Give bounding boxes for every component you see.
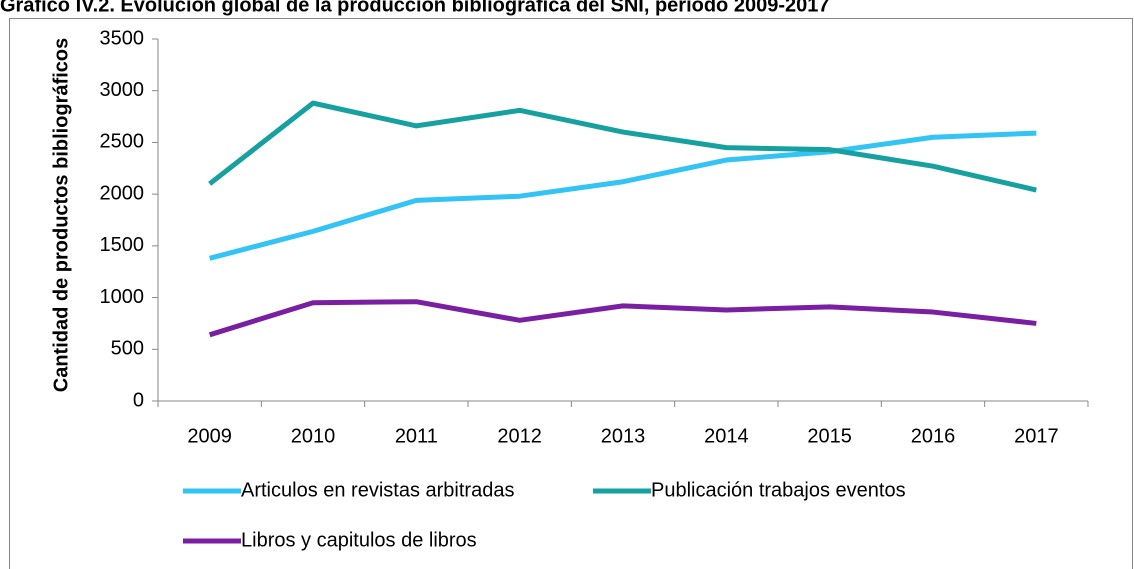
y-tick-label: 3000 — [100, 79, 145, 101]
legend-label: Publicación trabajos eventos — [651, 479, 906, 501]
x-tick-label: 2017 — [1014, 425, 1059, 447]
legend-label: Libros y capitulos de libros — [241, 529, 477, 551]
x-tick-label: 2009 — [187, 425, 232, 447]
y-axis-label: Cantidad de productos bibliográficos — [50, 38, 72, 392]
x-tick-label: 2010 — [291, 425, 336, 447]
x-tick-label: 2016 — [911, 425, 956, 447]
y-tick-label: 500 — [111, 338, 144, 360]
series-line — [208, 100, 1037, 193]
y-tick-label: 2000 — [100, 182, 145, 204]
series-line — [209, 130, 1037, 261]
y-tick-label: 1500 — [100, 234, 145, 256]
y-tick-label: 1000 — [100, 286, 145, 308]
y-tick-label: 0 — [133, 389, 144, 411]
x-tick-label: 2014 — [704, 425, 749, 447]
legend-label: Articulos en revistas arbitradas — [241, 479, 514, 501]
chart-border — [9, 18, 1133, 569]
series-line — [208, 299, 1037, 338]
chart-title: Gráfico IV.2. Evolución global de la pro… — [0, 0, 829, 16]
x-tick-label: 2012 — [497, 425, 542, 447]
x-tick-label: 2015 — [807, 425, 852, 447]
y-tick-label: 2500 — [100, 131, 145, 153]
x-tick-label: 2011 — [395, 425, 438, 447]
y-tick-label: 3500 — [100, 27, 145, 49]
x-tick-label: 2013 — [601, 425, 646, 447]
